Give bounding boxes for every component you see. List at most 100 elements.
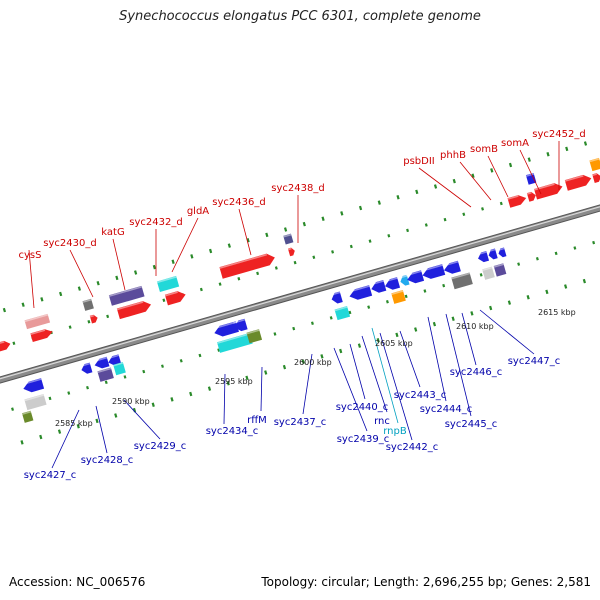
gene-shape bbox=[507, 195, 527, 208]
tick-mark bbox=[161, 364, 164, 368]
tick-mark bbox=[95, 418, 99, 424]
gene-label: rnpB bbox=[383, 426, 407, 437]
gene-highlight bbox=[369, 280, 384, 286]
gene-shape bbox=[534, 183, 563, 200]
gene-highlight bbox=[246, 329, 260, 335]
tick-mark bbox=[273, 332, 277, 336]
gene-feature bbox=[113, 361, 126, 376]
label-line bbox=[69, 249, 94, 298]
tick-mark bbox=[489, 305, 493, 311]
gene-feature bbox=[383, 277, 401, 290]
gene-highlight bbox=[348, 285, 370, 293]
kbp-label: 2590 kbp bbox=[112, 397, 150, 406]
tick-mark bbox=[76, 423, 80, 429]
gene-shape bbox=[488, 248, 498, 260]
gene-label: rnc bbox=[374, 416, 390, 427]
tick-mark bbox=[415, 189, 419, 195]
tick-mark bbox=[432, 321, 437, 327]
label-line bbox=[238, 208, 252, 256]
tick-mark bbox=[217, 348, 221, 352]
tick-mark bbox=[526, 295, 530, 300]
tick-mark bbox=[162, 298, 166, 303]
tick-mark bbox=[340, 211, 344, 216]
gene-label: syc2430_d bbox=[43, 238, 96, 249]
gene-shape bbox=[246, 329, 263, 344]
tick-mark bbox=[565, 146, 569, 152]
tick-mark bbox=[67, 391, 71, 395]
tick-mark bbox=[554, 251, 558, 256]
gene-highlight bbox=[97, 367, 112, 374]
gene-label: syc2434_c bbox=[206, 426, 259, 437]
label-line bbox=[445, 313, 472, 417]
gene-shape bbox=[0, 340, 11, 352]
gene-shape bbox=[525, 172, 537, 185]
gene-feature bbox=[534, 183, 563, 200]
gene-label: katG bbox=[101, 227, 124, 238]
tick-mark bbox=[527, 157, 531, 162]
gene-highlight bbox=[80, 362, 91, 368]
gene-feature bbox=[497, 247, 507, 258]
gene-shape bbox=[24, 394, 47, 411]
tick-mark bbox=[385, 299, 389, 304]
gene-label: syc2429_c bbox=[134, 441, 187, 452]
gene-feature bbox=[442, 260, 461, 274]
tick-mark bbox=[507, 300, 512, 305]
tick-mark bbox=[77, 286, 81, 291]
gene-feature bbox=[493, 263, 507, 277]
gene-highlight bbox=[534, 183, 555, 191]
tick-mark bbox=[339, 348, 343, 354]
gene-highlight bbox=[164, 291, 178, 297]
label-line bbox=[28, 249, 35, 309]
gene-highlight bbox=[107, 354, 120, 360]
gene-feature bbox=[482, 266, 495, 280]
tick-mark bbox=[377, 200, 381, 205]
gene-feature bbox=[564, 174, 592, 191]
gene-feature bbox=[283, 233, 294, 245]
gene-feature bbox=[212, 321, 239, 337]
tick-mark bbox=[227, 243, 231, 248]
gene-highlight bbox=[507, 195, 519, 200]
tick-mark bbox=[292, 326, 296, 331]
gene-feature bbox=[24, 394, 47, 411]
gene-shape bbox=[116, 301, 152, 320]
label-line bbox=[371, 327, 399, 424]
gene-label: syc2440_c bbox=[336, 402, 389, 413]
gene-feature bbox=[30, 329, 53, 342]
gene-label: syc2439_c bbox=[337, 434, 390, 445]
tick-mark bbox=[367, 305, 371, 309]
gene-feature bbox=[156, 275, 180, 293]
gene-label: syc2446_c bbox=[450, 367, 503, 378]
tick-mark bbox=[207, 386, 212, 391]
label-line bbox=[418, 167, 472, 208]
tick-mark bbox=[443, 217, 447, 222]
gene-feature bbox=[80, 362, 93, 374]
tick-mark bbox=[189, 391, 193, 397]
label-line bbox=[171, 217, 199, 273]
gene-highlight bbox=[399, 275, 408, 279]
gene-shape bbox=[526, 191, 536, 202]
tick-mark bbox=[358, 205, 363, 211]
gene-shape bbox=[400, 274, 410, 286]
label-line bbox=[223, 373, 226, 425]
tick-mark bbox=[237, 277, 241, 281]
gene-feature bbox=[334, 306, 351, 321]
gene-shape bbox=[385, 277, 401, 290]
topology-text: Topology: circular; Length: 2,696,255 bp… bbox=[261, 575, 591, 589]
gene-highlight bbox=[212, 321, 237, 330]
gene-highlight bbox=[526, 192, 532, 195]
tick-mark bbox=[171, 259, 175, 264]
gene-highlight bbox=[233, 318, 246, 324]
backbone-layer bbox=[0, 204, 600, 384]
tick-mark bbox=[546, 152, 550, 157]
tick-mark bbox=[218, 282, 222, 286]
gene-highlight bbox=[283, 233, 292, 238]
kbp-label: 2595 kbp bbox=[215, 377, 253, 386]
gene-feature bbox=[507, 195, 527, 208]
tick-mark bbox=[406, 228, 410, 233]
gene-highlight bbox=[24, 394, 45, 402]
gene-shape bbox=[219, 253, 275, 279]
gene-feature bbox=[216, 332, 253, 353]
gene-shape bbox=[334, 306, 351, 321]
gene-shape bbox=[156, 275, 180, 293]
